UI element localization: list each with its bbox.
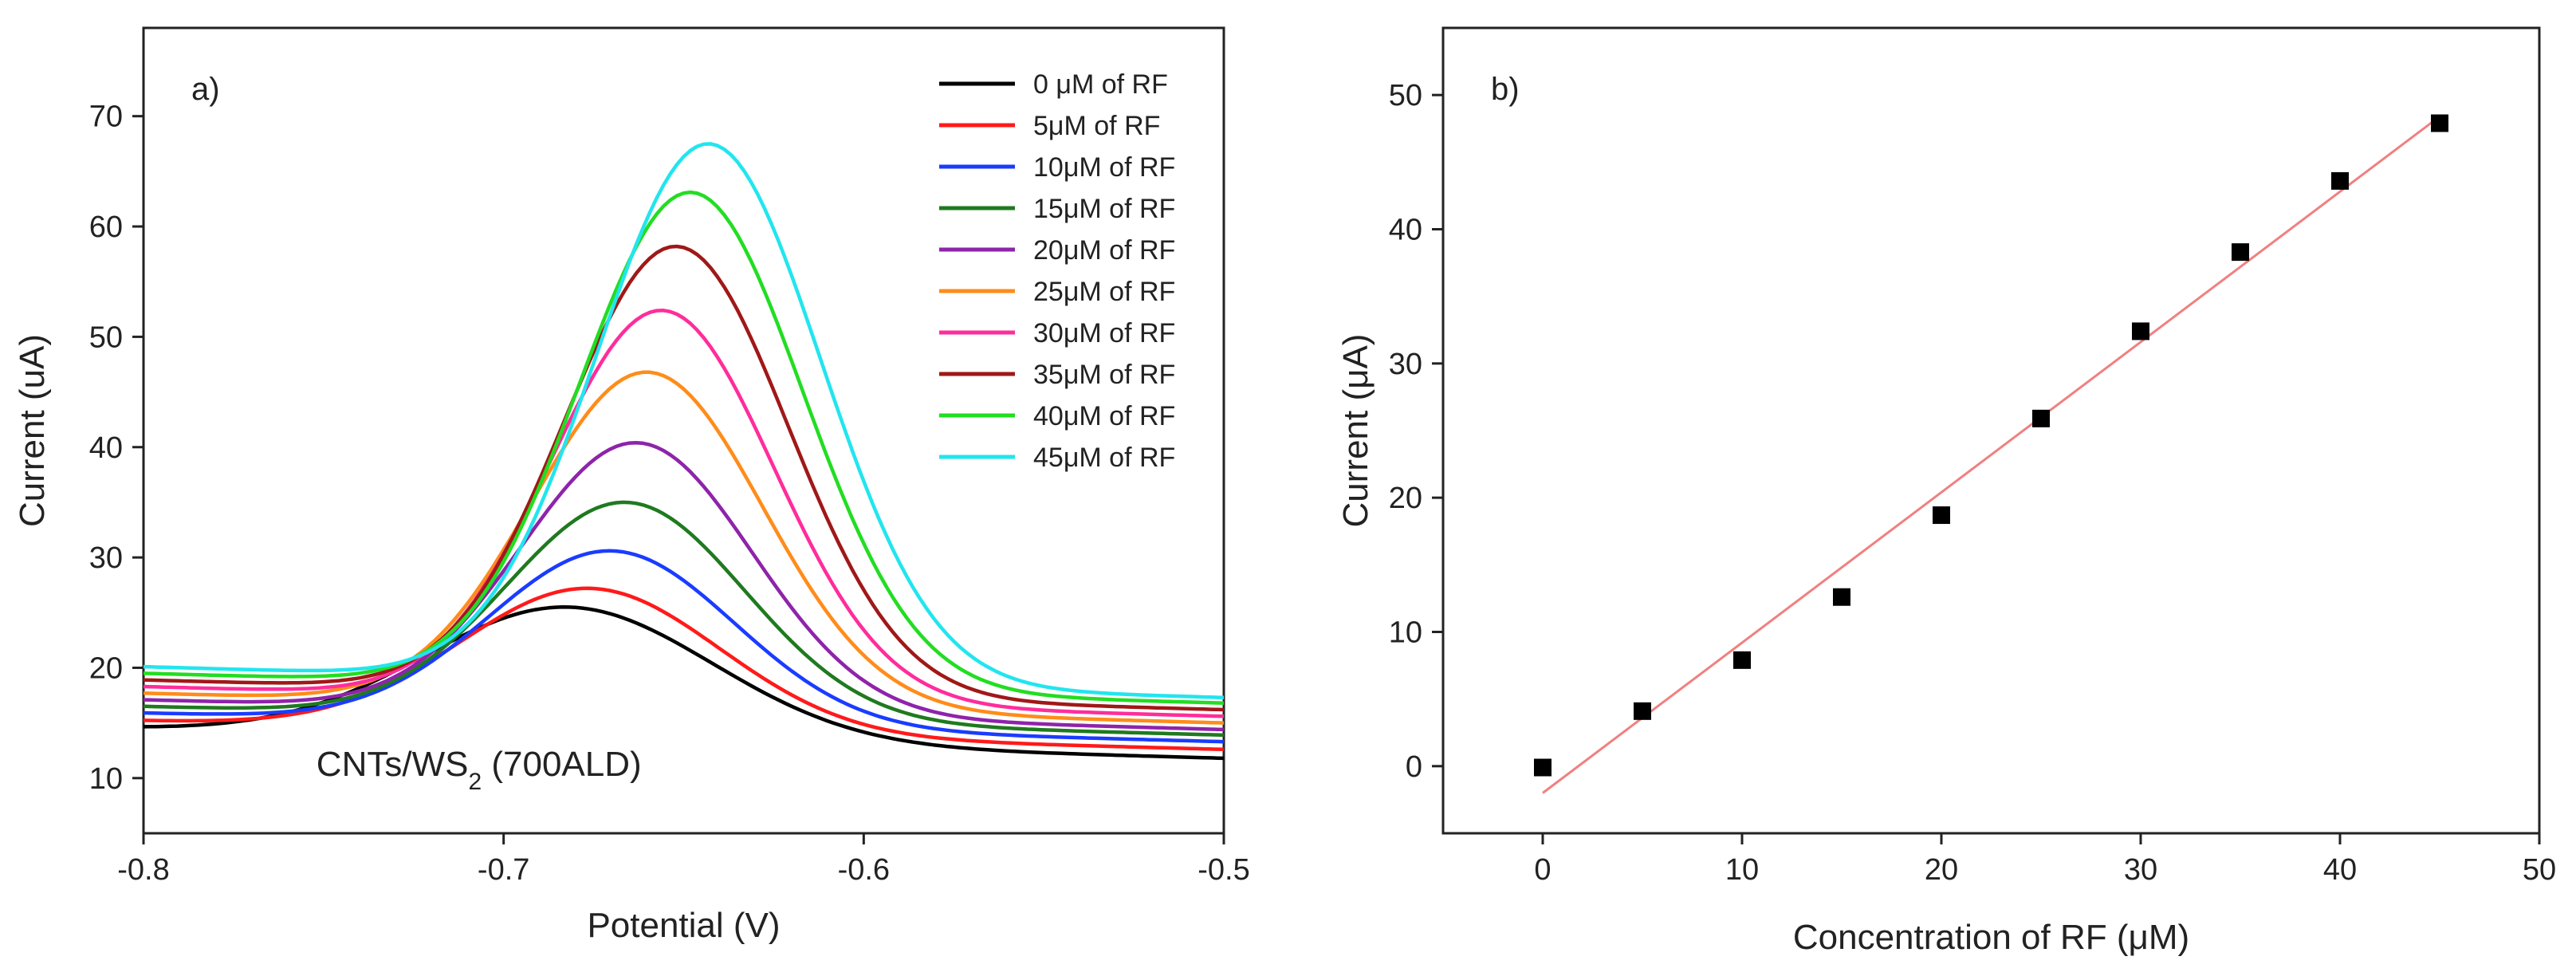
curve-series-9 (143, 142, 1225, 700)
legend-label-8: 40μM of RF (1033, 401, 1175, 431)
panel-b-xtick-label: 20 (1925, 853, 1958, 887)
curve-series-7 (143, 244, 1225, 712)
panel-b-ytick-label: 20 (1389, 482, 1422, 515)
panel-b-frame (1441, 26, 2541, 835)
panel-b-ytick-label: 10 (1389, 616, 1422, 650)
panel-a-annotation: CNTs/WS2 (700ALD) (317, 745, 642, 795)
data-point (2032, 409, 2050, 427)
data-point (1833, 588, 1850, 606)
panel-b-xlabel: Concentration of RF (μM) (1793, 918, 2189, 957)
legend-label-7: 35μM of RF (1033, 360, 1175, 390)
panel-a-legend: 0 μM of RF 5μM of RF 10μM of RF 15μM of RF 2… (939, 69, 1175, 473)
panel-a-frame (142, 26, 1225, 835)
curve-series-8 (143, 190, 1225, 705)
legend-label-9: 45μM of RF (1033, 443, 1175, 473)
data-point (2132, 322, 2149, 340)
panel-b-fit (1542, 115, 2440, 794)
legend-label-0: 0 μM of RF (1033, 69, 1168, 100)
panel-b-ytick-label: 40 (1389, 214, 1422, 247)
panel-a-ytick-label: 40 (89, 431, 123, 465)
panel-b-ytick-label: 30 (1389, 348, 1422, 381)
panel-b-ytick-label: 50 (1389, 79, 1422, 112)
panel-a-ytick-label: 70 (89, 100, 123, 134)
panel-a-ticks: -0.8 -0.7 -0.6 -0.5 10 20 30 40 50 60 70 (89, 100, 1250, 887)
panel-a-xtick-label: -0.8 (117, 853, 169, 887)
panel-a-xtick-label: -0.7 (478, 853, 529, 887)
data-point (1933, 506, 1950, 525)
data-point (2331, 171, 2349, 190)
panel-b-xtick-label: 10 (1725, 853, 1759, 887)
panel-a-ytick-label: 60 (89, 211, 123, 244)
panel-a-xtick-label: -0.5 (1198, 853, 1249, 887)
legend-label-4: 20μM of RF (1033, 235, 1175, 266)
panel-a-label: a) (191, 72, 220, 107)
data-point (1733, 651, 1751, 669)
panel-a-xlabel: Potential (V) (587, 906, 780, 945)
curve-series-5 (143, 370, 1225, 725)
legend-label-5: 25μM of RF (1033, 277, 1175, 307)
panel-a-ytick-label: 10 (89, 762, 123, 796)
panel-a-ylabel: Current (uA) (13, 334, 52, 527)
panel-b-calibration: 0 10 20 30 40 50 0 10 20 30 40 50 b) Concentration … (1336, 26, 2556, 957)
annotation-main: CNTs/WS (317, 745, 469, 784)
data-point (2232, 243, 2249, 262)
panel-b-ylabel: Current (μA) (1336, 334, 1375, 528)
data-point (1634, 702, 1651, 720)
legend-label-6: 30μM of RF (1033, 318, 1175, 348)
panel-a-curves (143, 142, 1225, 761)
panel-a-ytick-label: 30 (89, 541, 123, 575)
annotation-subscript: 2 (468, 769, 482, 795)
fit-line (1542, 115, 2440, 794)
curve-series-2 (143, 549, 1225, 744)
data-point (2431, 114, 2448, 132)
panel-a-ytick-label: 20 (89, 651, 123, 685)
panel-a-voltammogram: -0.8 -0.7 -0.6 -0.5 10 20 30 40 50 60 70 a) CNTs/W… (13, 26, 1250, 945)
curve-series-6 (143, 309, 1225, 718)
data-point (1534, 758, 1551, 777)
legend-label-3: 15μM of RF (1033, 194, 1175, 224)
panel-b-ytick-label: 0 (1406, 750, 1422, 784)
panel-b-ticks: 0 10 20 30 40 50 0 10 20 30 40 50 (1389, 79, 2556, 887)
panel-b-points (1534, 114, 2448, 777)
panel-b-xtick-label: 0 (1534, 853, 1551, 887)
legend-label-2: 10μM of RF (1033, 152, 1175, 183)
panel-b-label: b) (1491, 72, 1520, 107)
panel-b-xtick-label: 30 (2124, 853, 2157, 887)
panel-b-xtick-label: 50 (2523, 853, 2556, 887)
panel-a-xtick-label: -0.6 (838, 853, 890, 887)
legend-label-1: 5μM of RF (1033, 111, 1160, 141)
curve-series-4 (143, 440, 1225, 732)
panel-a-ytick-label: 50 (89, 321, 123, 354)
curve-series-3 (143, 500, 1225, 738)
panel-b-xtick-label: 40 (2323, 853, 2357, 887)
annotation-tail: (700ALD) (482, 745, 642, 784)
